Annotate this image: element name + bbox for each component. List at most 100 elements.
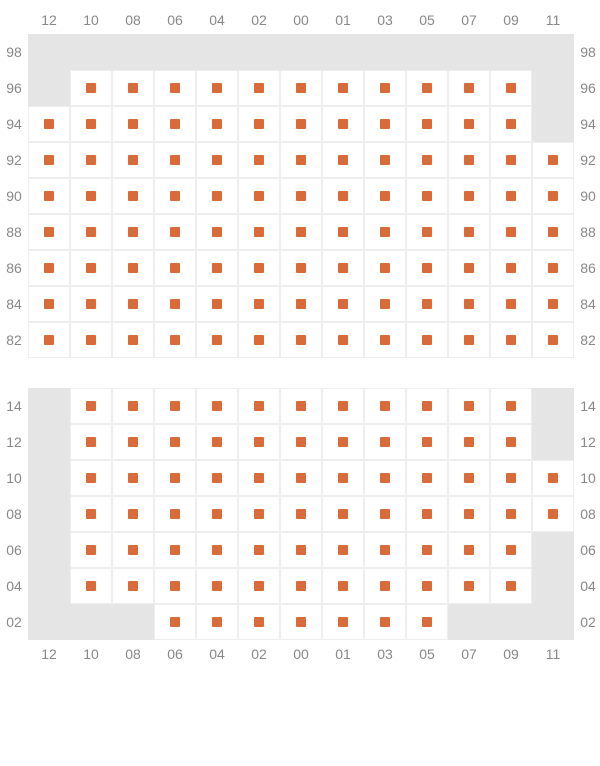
seat-cell[interactable] (112, 106, 154, 142)
seat-cell[interactable] (196, 322, 238, 358)
seat-cell[interactable] (448, 286, 490, 322)
seat-cell[interactable] (112, 70, 154, 106)
seat-cell[interactable] (406, 142, 448, 178)
seat-cell[interactable] (322, 568, 364, 604)
seat-cell[interactable] (406, 178, 448, 214)
seat-cell[interactable] (448, 496, 490, 532)
seat-cell[interactable] (280, 388, 322, 424)
seat-cell[interactable] (532, 142, 574, 178)
seat-cell[interactable] (70, 214, 112, 250)
seat-cell[interactable] (322, 142, 364, 178)
seat-cell[interactable] (364, 604, 406, 640)
seat-cell[interactable] (364, 322, 406, 358)
seat-cell[interactable] (364, 460, 406, 496)
seat-cell[interactable] (322, 322, 364, 358)
seat-cell[interactable] (322, 388, 364, 424)
seat-cell[interactable] (196, 178, 238, 214)
seat-cell[interactable] (70, 532, 112, 568)
seat-cell[interactable] (196, 286, 238, 322)
seat-cell[interactable] (406, 496, 448, 532)
seat-cell[interactable] (406, 604, 448, 640)
seat-cell[interactable] (154, 286, 196, 322)
seat-cell[interactable] (532, 322, 574, 358)
seat-cell[interactable] (532, 250, 574, 286)
seat-cell[interactable] (238, 250, 280, 286)
seat-cell[interactable] (196, 568, 238, 604)
seat-cell[interactable] (532, 214, 574, 250)
seat-cell[interactable] (112, 178, 154, 214)
seat-cell[interactable] (196, 424, 238, 460)
seat-cell[interactable] (490, 388, 532, 424)
seat-cell[interactable] (490, 178, 532, 214)
seat-cell[interactable] (70, 106, 112, 142)
seat-cell[interactable] (112, 496, 154, 532)
seat-cell[interactable] (322, 250, 364, 286)
seat-cell[interactable] (112, 286, 154, 322)
seat-cell[interactable] (70, 460, 112, 496)
seat-cell[interactable] (280, 496, 322, 532)
seat-cell[interactable] (196, 496, 238, 532)
seat-cell[interactable] (154, 250, 196, 286)
seat-cell[interactable] (70, 70, 112, 106)
seat-cell[interactable] (532, 178, 574, 214)
seat-cell[interactable] (154, 142, 196, 178)
seat-cell[interactable] (154, 106, 196, 142)
seat-cell[interactable] (490, 70, 532, 106)
seat-cell[interactable] (490, 286, 532, 322)
seat-cell[interactable] (196, 214, 238, 250)
seat-cell[interactable] (70, 250, 112, 286)
seat-cell[interactable] (154, 178, 196, 214)
seat-cell[interactable] (364, 496, 406, 532)
seat-cell[interactable] (448, 214, 490, 250)
seat-cell[interactable] (154, 70, 196, 106)
seat-cell[interactable] (28, 322, 70, 358)
seat-cell[interactable] (70, 388, 112, 424)
seat-cell[interactable] (196, 250, 238, 286)
seat-cell[interactable] (238, 460, 280, 496)
seat-cell[interactable] (112, 142, 154, 178)
seat-cell[interactable] (280, 532, 322, 568)
seat-cell[interactable] (112, 388, 154, 424)
seat-cell[interactable] (364, 70, 406, 106)
seat-cell[interactable] (448, 568, 490, 604)
seat-cell[interactable] (28, 106, 70, 142)
seat-cell[interactable] (322, 106, 364, 142)
seat-cell[interactable] (448, 424, 490, 460)
seat-cell[interactable] (364, 250, 406, 286)
seat-cell[interactable] (112, 214, 154, 250)
seat-cell[interactable] (196, 604, 238, 640)
seat-cell[interactable] (364, 388, 406, 424)
seat-cell[interactable] (280, 70, 322, 106)
seat-cell[interactable] (364, 178, 406, 214)
seat-cell[interactable] (406, 214, 448, 250)
seat-cell[interactable] (490, 142, 532, 178)
seat-cell[interactable] (28, 250, 70, 286)
seat-cell[interactable] (28, 214, 70, 250)
seat-cell[interactable] (154, 424, 196, 460)
seat-cell[interactable] (532, 460, 574, 496)
seat-cell[interactable] (364, 424, 406, 460)
seat-cell[interactable] (448, 460, 490, 496)
seat-cell[interactable] (364, 568, 406, 604)
seat-cell[interactable] (238, 532, 280, 568)
seat-cell[interactable] (406, 322, 448, 358)
seat-cell[interactable] (490, 106, 532, 142)
seat-cell[interactable] (280, 286, 322, 322)
seat-cell[interactable] (112, 568, 154, 604)
seat-cell[interactable] (322, 532, 364, 568)
seat-cell[interactable] (280, 178, 322, 214)
seat-cell[interactable] (238, 106, 280, 142)
seat-cell[interactable] (112, 322, 154, 358)
seat-cell[interactable] (322, 70, 364, 106)
seat-cell[interactable] (364, 286, 406, 322)
seat-cell[interactable] (448, 142, 490, 178)
seat-cell[interactable] (238, 322, 280, 358)
seat-cell[interactable] (238, 178, 280, 214)
seat-cell[interactable] (238, 568, 280, 604)
seat-cell[interactable] (322, 178, 364, 214)
seat-cell[interactable] (280, 106, 322, 142)
seat-cell[interactable] (196, 70, 238, 106)
seat-cell[interactable] (112, 424, 154, 460)
seat-cell[interactable] (406, 70, 448, 106)
seat-cell[interactable] (532, 496, 574, 532)
